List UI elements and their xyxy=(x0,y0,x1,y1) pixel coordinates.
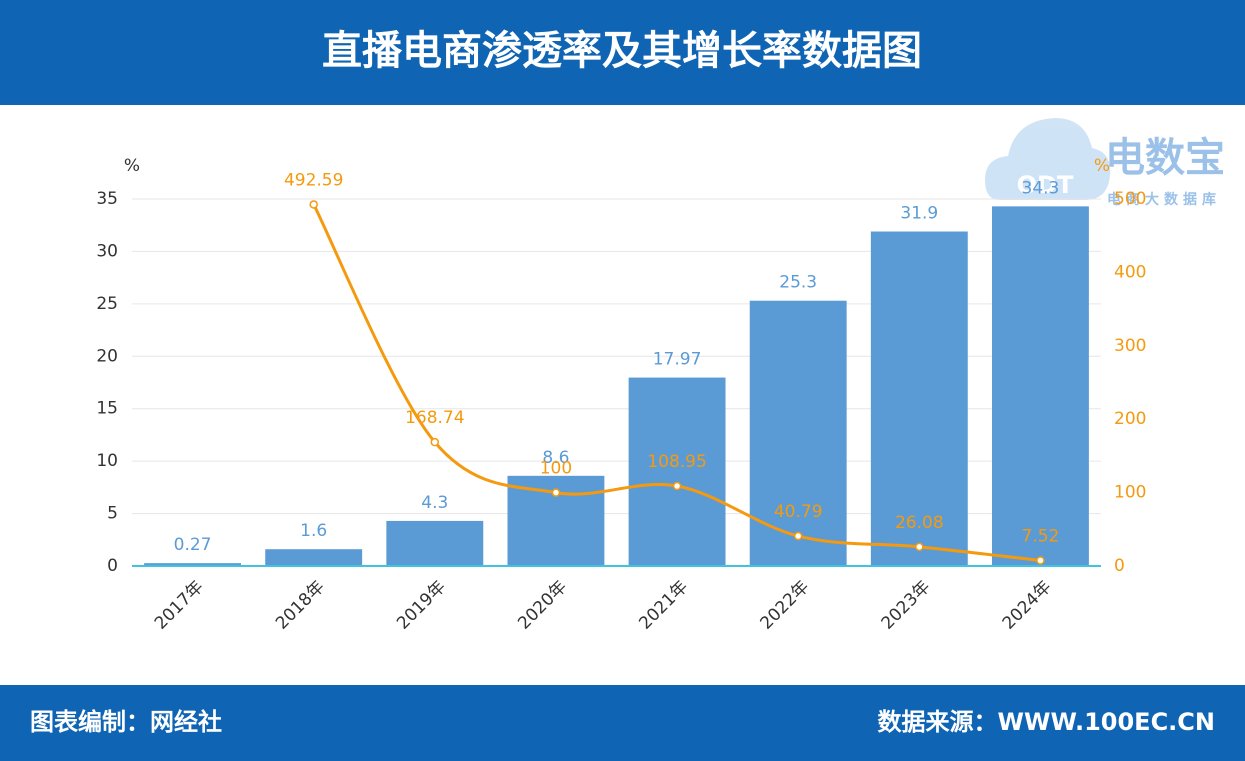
y-tick-label: 35 xyxy=(96,189,118,209)
bar-value-label: 1.6 xyxy=(300,521,327,541)
watermark: ODT 电数宝 电商大数据库 xyxy=(985,118,1225,208)
line-point xyxy=(551,488,561,497)
y2-unit: % xyxy=(1094,156,1110,176)
chart-title: 直播电商渗透率及其增长率数据图 xyxy=(322,28,922,74)
footer-bar xyxy=(0,685,1245,761)
line-point xyxy=(309,200,318,209)
line-value-label: 100 xyxy=(540,459,572,479)
logo-tagline: 电商大数据库 xyxy=(1107,191,1221,208)
x-tick-label: 2019年 xyxy=(393,577,450,634)
bar xyxy=(265,549,363,566)
line-value-label: 26.08 xyxy=(895,513,944,533)
line-point xyxy=(915,542,924,552)
line-value-label: 168.74 xyxy=(405,408,464,428)
x-tick-label: 2017年 xyxy=(151,577,208,634)
y2-tick-label: 300 xyxy=(1114,336,1146,356)
line-value-label: 7.52 xyxy=(1022,526,1060,546)
y-tick-label: 0 xyxy=(107,556,118,576)
x-tick-label: 2024年 xyxy=(999,577,1056,634)
bar xyxy=(628,377,726,566)
y-tick-label: 5 xyxy=(107,504,118,524)
bar-value-label: 34.3 xyxy=(1022,178,1060,198)
bar-value-label: 31.9 xyxy=(900,204,938,224)
y2-tick-label: 0 xyxy=(1114,556,1125,576)
y-tick-label: 15 xyxy=(96,399,118,419)
bar-value-label: 8.6 xyxy=(542,448,569,468)
y-tick-label: 10 xyxy=(96,451,118,471)
header-bar xyxy=(0,0,1245,105)
bar xyxy=(870,231,968,566)
x-tick-label: 2020年 xyxy=(514,577,571,634)
logo-cloud xyxy=(985,118,1111,200)
bar xyxy=(386,520,484,566)
bar xyxy=(991,206,1089,566)
line-point xyxy=(1036,556,1045,565)
line-point xyxy=(430,437,440,447)
y-unit: % xyxy=(124,156,140,176)
line-point xyxy=(793,531,803,541)
bar-value-label: 17.97 xyxy=(653,350,702,370)
y-tick-label: 25 xyxy=(96,294,118,314)
bar-value-label: 4.3 xyxy=(421,493,448,513)
x-tick-label: 2021年 xyxy=(635,577,692,634)
y-tick-label: 20 xyxy=(96,346,118,366)
line-point xyxy=(672,481,682,491)
bar-value-label: 25.3 xyxy=(779,273,817,293)
bar-value-label: 0.27 xyxy=(174,535,212,555)
x-tick-label: 2023年 xyxy=(878,577,935,634)
y-tick-label: 30 xyxy=(96,241,118,261)
y2-tick-label: 400 xyxy=(1114,262,1146,282)
line-value-label: 108.95 xyxy=(647,452,706,472)
footer-credit: 图表编制：网经社 xyxy=(30,708,222,736)
bar xyxy=(144,563,242,566)
footer-source: 数据来源：WWW.100EC.CN xyxy=(878,708,1216,736)
bar xyxy=(749,300,847,566)
logo-mark: ODT xyxy=(1017,171,1074,199)
line-value-label: 492.59 xyxy=(284,170,343,190)
y2-tick-label: 100 xyxy=(1114,483,1146,503)
line-value-label: 40.79 xyxy=(774,502,823,522)
x-tick-label: 2022年 xyxy=(757,577,814,634)
y2-tick-label: 500 xyxy=(1114,189,1146,209)
logo-name: 电数宝 xyxy=(1105,135,1225,181)
x-tick-label: 2018年 xyxy=(272,577,329,634)
y2-tick-label: 200 xyxy=(1114,409,1146,429)
